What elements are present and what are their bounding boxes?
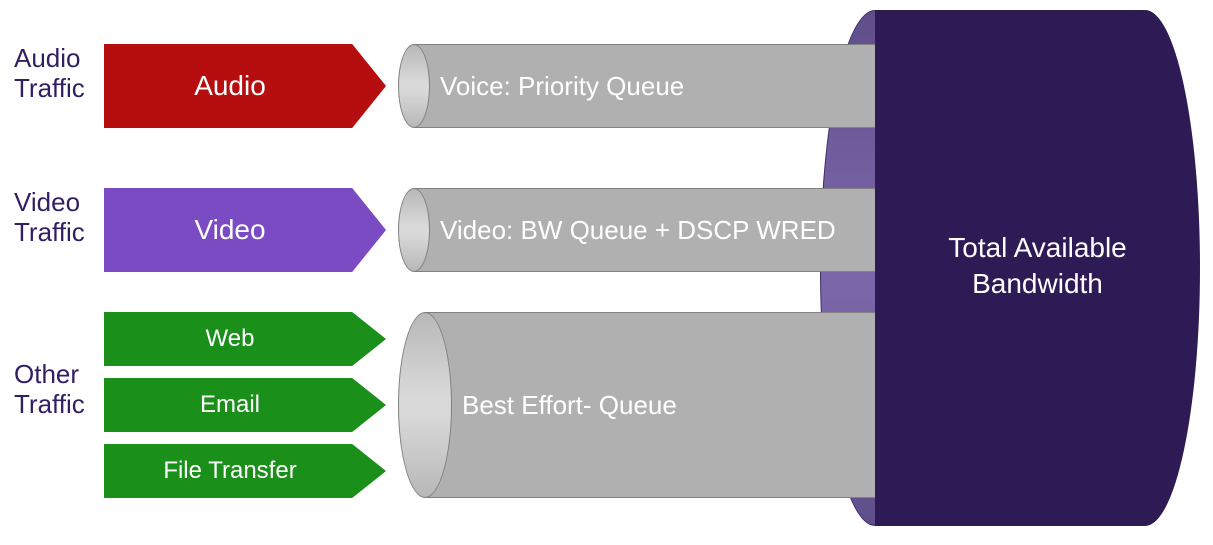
pipe-left-cap (398, 44, 430, 128)
arrow-label: Web (206, 325, 255, 353)
bandwidth-cylinder: Total Available Bandwidth (820, 10, 1200, 526)
traffic-arrow-email: Email (104, 378, 386, 432)
row-label-audio: AudioTraffic (14, 44, 85, 104)
traffic-arrow-video: Video (104, 188, 386, 272)
bandwidth-cylinder-label: Total Available Bandwidth (930, 230, 1145, 303)
pipe-left-cap (398, 312, 452, 498)
queue-pipe-best-effort-label: Best Effort- Queue (462, 390, 677, 421)
traffic-arrow-audio: Audio (104, 44, 386, 128)
row-label-video: VideoTraffic (14, 188, 85, 248)
queue-pipe-best-effort: Best Effort- Queue (398, 312, 904, 498)
traffic-arrow-web: Web (104, 312, 386, 366)
arrow-label: Audio (194, 70, 266, 102)
row-label-other: OtherTraffic (14, 360, 85, 420)
queue-pipe-voice: Voice: Priority Queue (398, 44, 904, 128)
arrow-label: Video (194, 214, 265, 246)
queue-pipe-video: Video: BW Queue + DSCP WRED (398, 188, 904, 272)
traffic-arrow-file-transfer: File Transfer (104, 444, 386, 498)
pipe-left-cap (398, 188, 430, 272)
arrow-label: Email (200, 391, 260, 419)
arrow-label: File Transfer (163, 457, 296, 485)
diagram-stage: Total Available Bandwidth Voice: Priorit… (0, 0, 1213, 545)
queue-pipe-video-label: Video: BW Queue + DSCP WRED (440, 215, 836, 246)
queue-pipe-voice-label: Voice: Priority Queue (440, 71, 684, 102)
